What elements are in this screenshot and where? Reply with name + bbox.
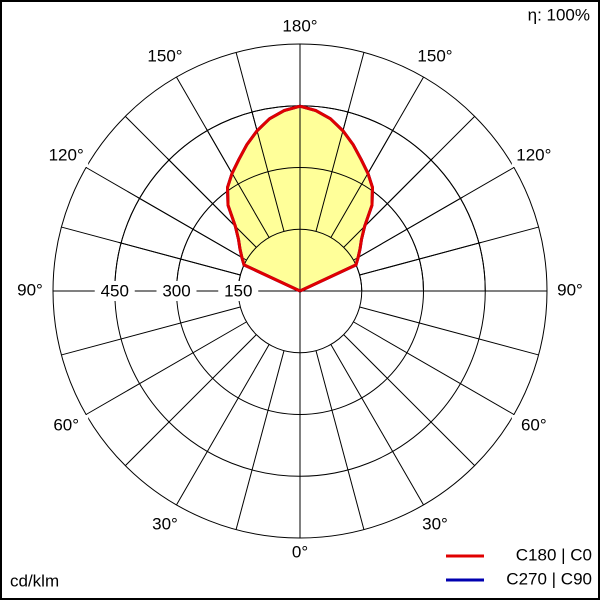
label-bg	[94, 281, 135, 301]
angle-label: 60°	[53, 415, 79, 434]
spoke	[118, 241, 241, 276]
spoke	[235, 350, 285, 530]
ring-arc	[114, 105, 486, 292]
angle-label: 30°	[152, 514, 178, 533]
angle-label: 0°	[292, 542, 308, 561]
spoke	[359, 306, 539, 356]
label-bg	[143, 513, 187, 536]
r-tick-label: 450	[101, 281, 129, 300]
label-bg	[8, 280, 52, 302]
label-bg	[413, 46, 457, 69]
label-bg	[278, 542, 322, 564]
angle-label: 30°	[422, 514, 448, 533]
label-bg	[278, 16, 322, 38]
angle-label: 60°	[521, 415, 547, 434]
r-tick-label: 300	[162, 281, 190, 300]
r-tick-label: 150	[224, 281, 252, 300]
label-bg	[44, 415, 89, 437]
spoke	[343, 334, 476, 467]
spoke	[353, 321, 515, 415]
label-bg	[156, 281, 197, 301]
spoke	[315, 350, 365, 530]
spoke	[85, 321, 247, 415]
spoke	[330, 128, 395, 238]
angle-label: 90°	[557, 280, 583, 299]
label-bg	[44, 145, 89, 167]
label-bg	[511, 145, 556, 167]
label-bg	[413, 513, 457, 536]
spoke	[205, 128, 270, 238]
label-bg	[511, 415, 556, 437]
angle-label: 120°	[516, 145, 551, 164]
spoke	[330, 344, 424, 506]
efficiency: η: 100%	[528, 5, 590, 24]
angle-label: 90°	[17, 280, 43, 299]
angle-label: 150°	[417, 47, 452, 66]
spoke	[137, 196, 247, 261]
spoke	[176, 344, 270, 506]
legend-label: C270 | C90	[506, 569, 592, 588]
angle-label: 180°	[282, 16, 317, 35]
angle-label: 150°	[147, 47, 182, 66]
label-bg	[143, 46, 187, 69]
label-bg	[218, 281, 259, 301]
spoke	[124, 334, 257, 467]
unit-label: cd/klm	[10, 571, 59, 590]
angle-label: 120°	[49, 145, 84, 164]
curve	[226, 104, 301, 293]
spoke	[166, 157, 257, 248]
outer-ring	[52, 43, 548, 539]
curve	[299, 104, 374, 293]
spoke	[343, 157, 434, 248]
spoke	[359, 241, 482, 276]
label-bg	[548, 280, 592, 302]
spoke	[353, 196, 463, 261]
ring-arc	[176, 167, 424, 292]
spoke	[61, 306, 241, 356]
legend-label: C180 | C0	[516, 545, 592, 564]
